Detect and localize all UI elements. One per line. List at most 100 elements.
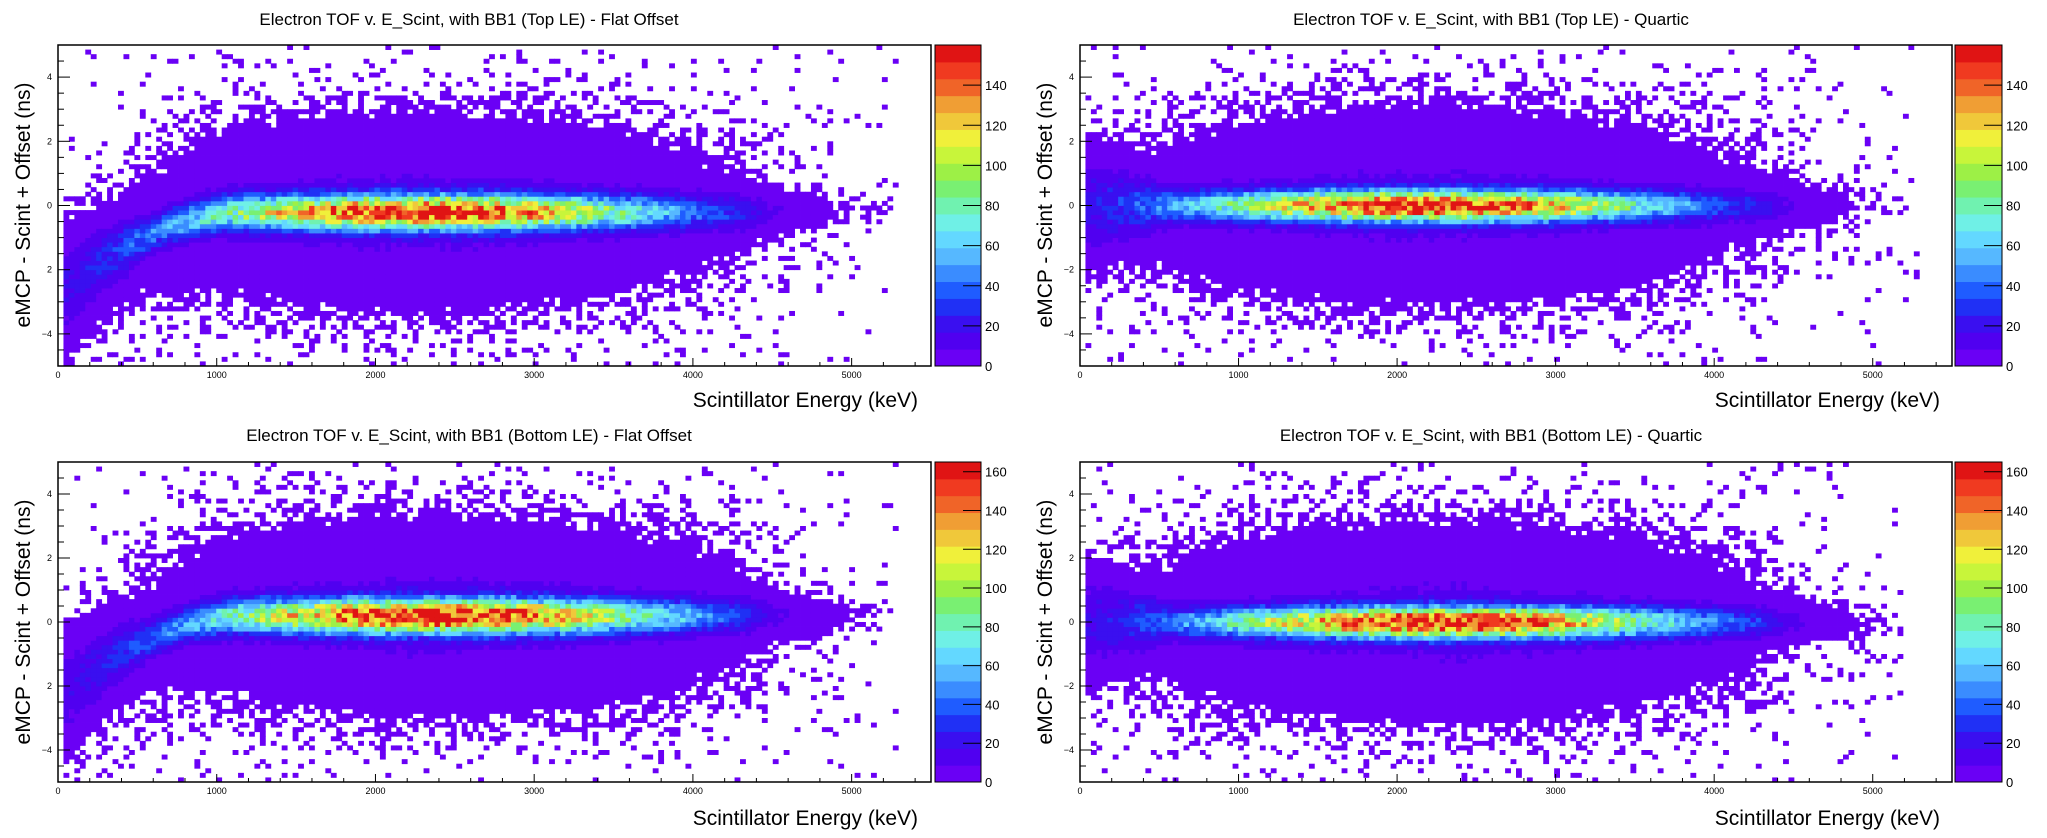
heatmap-cell <box>276 146 282 151</box>
heatmap-cell <box>173 251 179 256</box>
heatmap-cell <box>200 192 206 197</box>
heatmap-cell <box>293 293 299 298</box>
heatmap-cell <box>140 187 146 192</box>
heatmap-cell <box>189 187 195 192</box>
heatmap-cell <box>74 265 80 270</box>
heatmap-cell <box>265 334 271 339</box>
heatmap-cell <box>91 210 97 215</box>
heatmap-cell <box>211 206 217 211</box>
heatmap-cell <box>134 219 140 224</box>
heatmap-cell <box>238 247 244 252</box>
heatmap-cell <box>91 302 97 307</box>
heatmap-cell <box>140 238 146 243</box>
heatmap-cell <box>74 334 80 339</box>
heatmap-cell <box>227 132 233 137</box>
heatmap-cell <box>167 109 173 114</box>
heatmap-cell <box>314 261 320 266</box>
heatmap-cell <box>194 297 200 302</box>
heatmap-cell <box>309 325 315 330</box>
heatmap-cell <box>233 137 239 142</box>
heatmap-cell <box>282 334 288 339</box>
heatmap-cell <box>244 137 250 142</box>
heatmap-cell <box>113 247 119 252</box>
heatmap-cell <box>298 233 304 238</box>
heatmap-cell <box>162 242 168 247</box>
heatmap-cell <box>96 215 102 220</box>
heatmap-cell <box>238 233 244 238</box>
heatmap-cell <box>211 201 217 206</box>
heatmap-cell <box>85 306 91 311</box>
heatmap-cell <box>265 132 271 137</box>
heatmap-cell <box>167 251 173 256</box>
heatmap-cell <box>227 256 233 261</box>
heatmap-cell <box>113 183 119 188</box>
heatmap-cell <box>265 270 271 275</box>
heatmap-cell <box>200 288 206 293</box>
heatmap-cell <box>249 169 255 174</box>
heatmap-cell <box>271 247 277 252</box>
heatmap-cell <box>216 183 222 188</box>
heatmap-cell <box>129 192 135 197</box>
heatmap-cell <box>102 242 108 247</box>
heatmap-cell <box>216 334 222 339</box>
heatmap-cell <box>91 247 97 252</box>
heatmap-cell <box>194 192 200 197</box>
heatmap-cell <box>298 150 304 155</box>
heatmap-cell <box>249 132 255 137</box>
heatmap-cell <box>173 169 179 174</box>
heatmap-cell <box>238 201 244 206</box>
heatmap-cell <box>265 219 271 224</box>
heatmap-cell <box>238 320 244 325</box>
heatmap-cell <box>304 274 310 279</box>
heatmap-cell <box>145 196 151 201</box>
heatmap-cell <box>298 210 304 215</box>
heatmap-cell <box>96 173 102 178</box>
heatmap-cell <box>244 293 250 298</box>
heatmap-cell <box>276 219 282 224</box>
heatmap-cell <box>63 334 69 339</box>
heatmap-cell <box>129 265 135 270</box>
heatmap-cell <box>304 183 310 188</box>
heatmap-cell <box>107 283 113 288</box>
heatmap-cell <box>211 183 217 188</box>
heatmap-cell <box>227 238 233 243</box>
heatmap-cell <box>102 334 108 339</box>
heatmap-cell <box>265 59 271 64</box>
heatmap-cell <box>216 238 222 243</box>
heatmap-cell <box>298 297 304 302</box>
heatmap-cell <box>205 228 211 233</box>
heatmap-cell <box>129 306 135 311</box>
heatmap-cell <box>129 357 135 362</box>
heatmap-cell <box>249 155 255 160</box>
heatmap-cell <box>134 297 140 302</box>
heatmap-cell <box>102 219 108 224</box>
heatmap-cell <box>211 196 217 201</box>
heatmap-cell <box>156 325 162 330</box>
heatmap-cell <box>260 150 266 155</box>
heatmap-cell <box>145 256 151 261</box>
heatmap-cell <box>293 242 299 247</box>
heatmap-cell <box>320 288 326 293</box>
heatmap-cell <box>282 247 288 252</box>
heatmap-cell <box>320 279 326 284</box>
heatmap-cell <box>145 261 151 266</box>
heatmap-cell <box>222 288 228 293</box>
heatmap-cell <box>200 283 206 288</box>
heatmap-cell <box>298 274 304 279</box>
heatmap-cell <box>63 338 69 343</box>
heatmap-cell <box>96 338 102 343</box>
heatmap-cell <box>216 270 222 275</box>
heatmap-cell <box>173 265 179 270</box>
heatmap-cell <box>205 242 211 247</box>
heatmap-cell <box>222 297 228 302</box>
heatmap-cell <box>134 164 140 169</box>
heatmap-cell <box>216 215 222 220</box>
heatmap-cell <box>293 270 299 275</box>
heatmap-cell <box>140 306 146 311</box>
heatmap-cell <box>129 261 135 266</box>
heatmap-cell <box>314 247 320 252</box>
heatmap-cell <box>227 169 233 174</box>
heatmap-cell <box>91 82 97 87</box>
heatmap-cell <box>309 274 315 279</box>
heatmap-cell <box>282 228 288 233</box>
